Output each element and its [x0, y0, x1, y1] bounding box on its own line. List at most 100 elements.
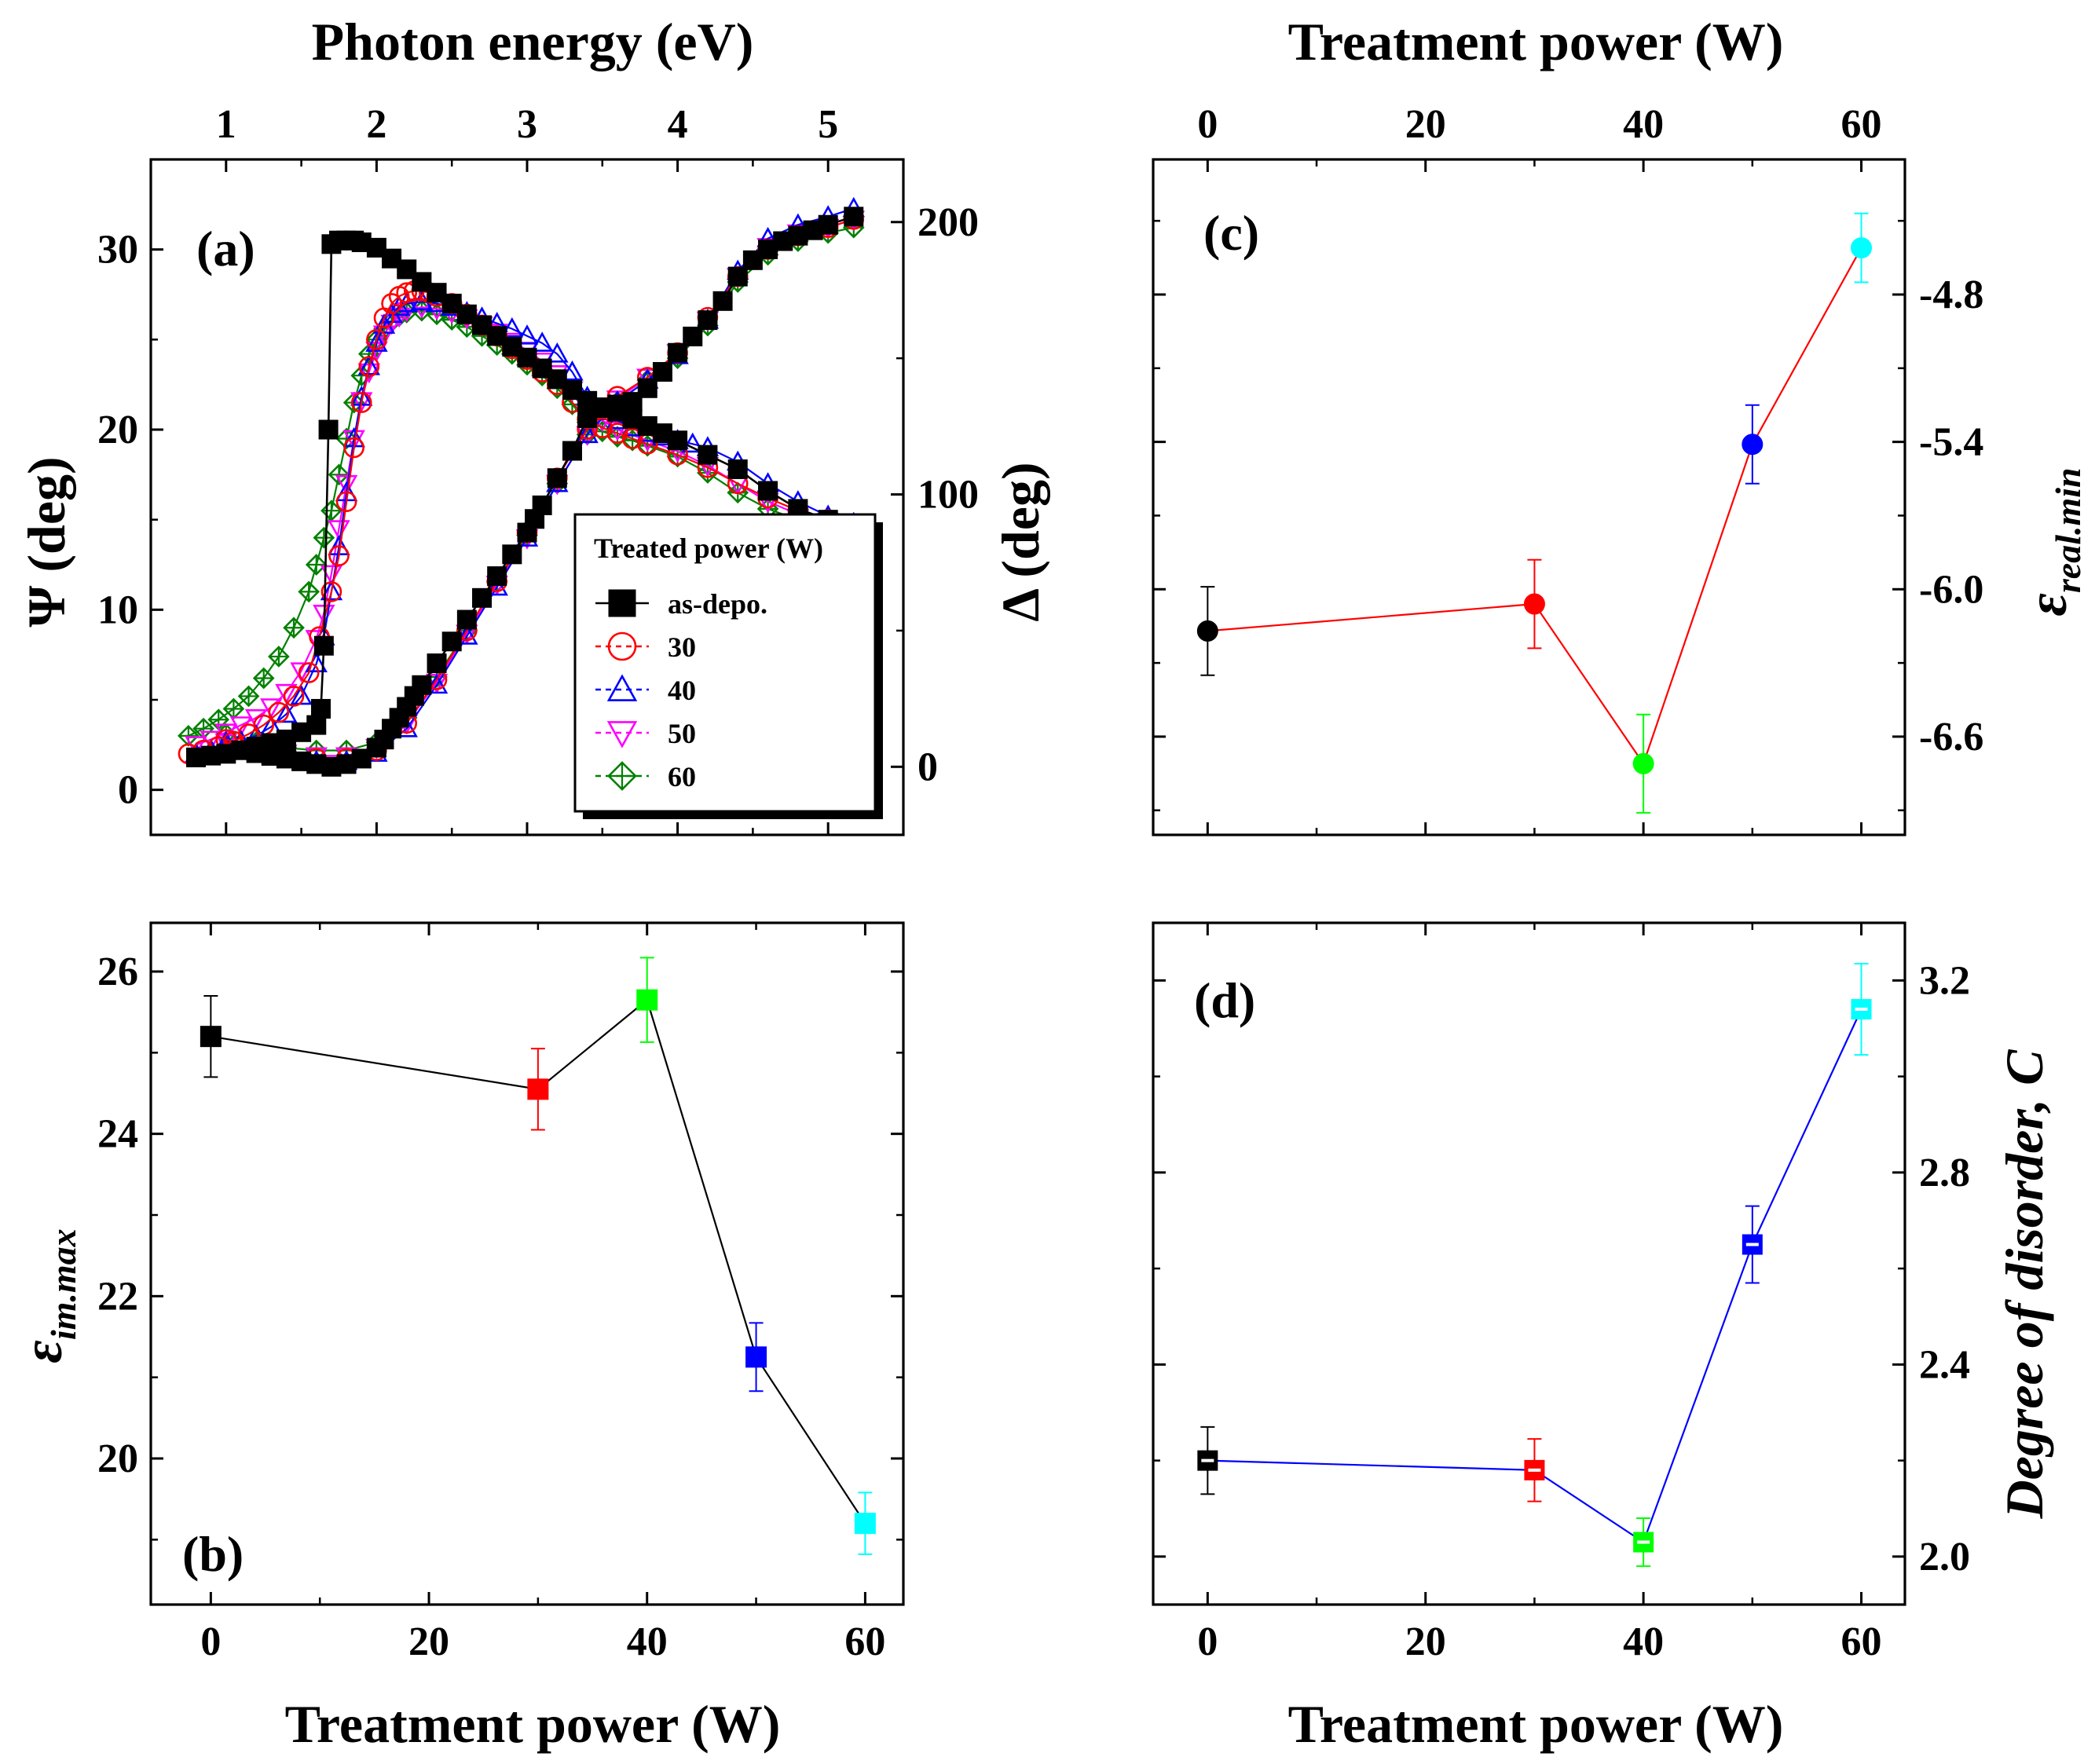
legend-entry-50-marker: [606, 721, 638, 748]
panel-c-top-x-tick-label: 0: [1197, 102, 1218, 147]
panel-d-point-40W: [1633, 1517, 1654, 1568]
panel-d-data-layer: [1197, 962, 1872, 1568]
panel-a-right-y-axis-title: Δ (deg): [991, 462, 1050, 621]
panel-c-top-x-tick-label: 60: [1841, 102, 1882, 147]
series-as-depo.-delta-point: [818, 214, 838, 235]
legend-entry-40: 40: [595, 674, 696, 706]
panel-d-bottom-x-tick-label: 0: [1197, 1619, 1218, 1664]
series-30-psi-line: [188, 290, 855, 755]
series-as-depo.-psi-point: [727, 459, 748, 479]
panel-b-data-layer: [200, 957, 876, 1555]
series-as-depo.-psi-point: [698, 445, 718, 465]
panel-b-axes: 0 20 40 60 20 22 24 26: [97, 921, 905, 1664]
panel-b-frame: [149, 921, 905, 1606]
panel-c-right-y-tick-label: -6.0: [1919, 567, 1983, 612]
series-40-psi-point: [515, 324, 539, 345]
panel-a-right-y-tick-label: 200: [917, 200, 979, 245]
panel-b-point-30W: [527, 1048, 549, 1131]
panel-d: 0 20 40 602.02.42.83.2 Treatment power (W) …: [1152, 921, 2054, 1754]
panel-c-right-y-tick-label: -4.8: [1919, 273, 1983, 317]
series-40-psi-point: [681, 432, 704, 453]
legend-entry-as-depo.-marker: [608, 589, 636, 617]
panel-b-marker-60W: [854, 1513, 876, 1535]
panel-d-right-y-tick-label: 2.4: [1919, 1342, 1970, 1387]
panel-d-point-0W: [1197, 1425, 1218, 1495]
panel-a-top-x-tick-label: 3: [517, 102, 537, 147]
series-50-psi-point: [320, 565, 343, 586]
panel-d-right-y-tick-label: 2.0: [1919, 1535, 1970, 1579]
series-as-depo.-delta-point: [712, 291, 733, 311]
series-30-psi-point: [606, 423, 628, 444]
series-as-depo.-delta-point: [727, 266, 748, 287]
panel-a-top-x-tick-label: 4: [668, 102, 688, 147]
panel-b-label: (b): [182, 1526, 244, 1582]
legend-entries: as-depo. 30 40 50 60: [595, 588, 767, 792]
panel-a-left-y-tick-label: 10: [97, 587, 138, 632]
panel-c-top-x-tick-label: 40: [1623, 102, 1664, 147]
panel-c-right-y-tick-label: -5.4: [1919, 420, 1983, 465]
series-40-psi-point: [546, 342, 569, 363]
series-50-psi-point: [244, 709, 268, 730]
panel-c-point-50W: [1742, 404, 1764, 485]
panel-c-point-60W: [1851, 212, 1873, 284]
series-60-psi-point: [268, 646, 290, 668]
panel-c-top-x-axis-title: Treatment power (W): [1288, 12, 1784, 71]
series-as-depo.-psi-point: [306, 715, 327, 735]
panel-b-bottom-x-tick-label: 40: [627, 1619, 668, 1664]
series-50-psi-point: [606, 421, 629, 441]
panel-c-point-40W: [1632, 713, 1654, 814]
legend-entry-as-depo.-label: as-depo.: [668, 588, 767, 620]
series-30-psi-point: [283, 686, 305, 707]
series-60-psi-point: [320, 500, 342, 522]
series-30-psi-point: [396, 282, 418, 304]
series-40-psi-point: [290, 684, 313, 705]
series-30-psi-point: [320, 581, 342, 602]
series-40-psi-point: [387, 295, 411, 316]
panel-d-point-50W: [1742, 1205, 1763, 1284]
panel-d-right-y-tick-label: 2.8: [1919, 1151, 1970, 1195]
panel-d-marker-40W: [1633, 1532, 1654, 1553]
panel-a-right-y-tick-label: 0: [917, 745, 938, 789]
series-as-depo.-delta-point: [652, 361, 672, 382]
series-as-depo.-delta-point: [502, 544, 522, 565]
panel-a-top-x-axis-title: Photon energy (eV): [312, 12, 754, 71]
panel-a-top-x-tick-label: 1: [216, 102, 236, 147]
panel-c-frame: [1152, 158, 1906, 836]
panel-a-left-y-tick-label: 0: [118, 768, 138, 813]
panel-c-y-axis-subscript: real.min: [2048, 467, 2088, 593]
series-40-psi-point: [320, 580, 343, 601]
panel-b-bottom-x-tick-label: 20: [408, 1619, 449, 1664]
panel-d-bottom-x-tick-label: 20: [1405, 1619, 1446, 1664]
panel-c-label: (c): [1203, 205, 1259, 261]
panel-d-x-axis-title: Treatment power (W): [1288, 1694, 1784, 1754]
legend-entry-30: 30: [595, 631, 696, 663]
panel-a-left-y-tick-label: 30: [97, 228, 138, 273]
series-as-depo.-delta-point: [472, 587, 493, 608]
series-50-psi-point: [335, 474, 358, 496]
series-as-depo.-delta-point: [668, 342, 688, 363]
series-40-psi-point: [357, 355, 381, 375]
panel-c-connecting-line: [1207, 247, 1862, 766]
panel-d-marker-30W: [1524, 1459, 1545, 1480]
series-60-psi-point: [252, 667, 275, 690]
panel-d-marker-60W-slot: [1855, 1008, 1868, 1012]
panel-b-left-y-tick-label: 26: [97, 950, 138, 994]
series-40-delta-point: [425, 673, 449, 694]
legend-entry-50: 50: [595, 718, 696, 749]
legend-entry-60-marker: [607, 761, 637, 791]
series-40-delta-point: [456, 624, 478, 645]
panel-d-point-60W: [1851, 962, 1872, 1056]
series-60-psi-point: [305, 554, 328, 576]
legend-title: Treated power (W): [594, 532, 823, 564]
panel-d-bottom-x-tick-label: 40: [1623, 1619, 1664, 1664]
panel-d-bottom-x-tick-label: 60: [1841, 1619, 1882, 1664]
series-60-psi-point: [237, 685, 260, 708]
panel-b-bottom-x-tick-label: 60: [844, 1619, 885, 1664]
legend-entry-60-label: 60: [668, 761, 696, 792]
panel-d-right-y-tick-label: 3.2: [1919, 958, 1970, 1003]
panel-b-bottom-x-tick-label: 0: [200, 1619, 221, 1664]
legend-entry-as-depo.: as-depo.: [595, 588, 767, 620]
panel-d-marker-50W-slot: [1745, 1242, 1759, 1246]
series-as-depo.-delta-point: [683, 326, 703, 346]
panel-a-data-layer: [178, 196, 865, 777]
